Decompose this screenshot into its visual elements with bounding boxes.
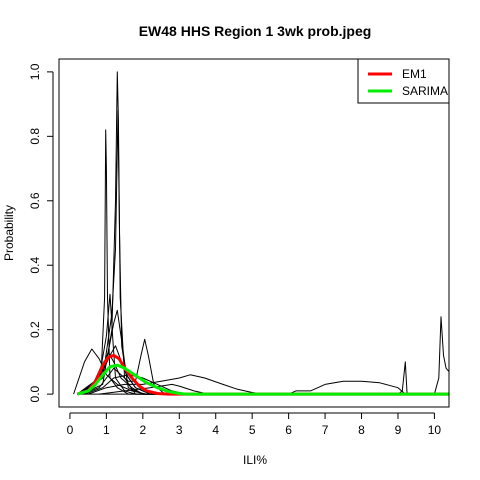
x-tick-label: 6 — [285, 423, 292, 437]
x-tick-label: 4 — [212, 423, 219, 437]
series-layer — [73, 71, 450, 396]
y-tick-label: 0.6 — [28, 192, 42, 209]
x-tick-label: 1 — [103, 423, 110, 437]
x-axis-label: ILI% — [243, 453, 267, 467]
y-tick-label: 0.0 — [28, 385, 42, 402]
series-line-sarima — [76, 363, 449, 396]
y-tick-label: 1.0 — [28, 63, 42, 80]
x-tick-label: 10 — [428, 423, 442, 437]
series-line-9 — [88, 374, 449, 395]
x-tick-label: 2 — [139, 423, 146, 437]
legend-box — [357, 58, 450, 104]
plot-frame — [58, 58, 450, 408]
series-line-em1 — [76, 353, 449, 396]
legend: EM1 SARIMA — [357, 58, 450, 104]
x-tick-label: 7 — [322, 423, 329, 437]
series-line-13 — [433, 316, 450, 395]
x-tick-label: 8 — [358, 423, 365, 437]
x-tick-label: 3 — [176, 423, 183, 437]
chart-title: EW48 HHS Region 1 3wk prob.jpeg — [139, 23, 372, 39]
y-axis-label: Probability — [2, 205, 16, 261]
legend-label-em1: EM1 — [402, 67, 427, 81]
x-tick-label: 0 — [67, 423, 74, 437]
y-tick-label: 0.8 — [28, 128, 42, 145]
y-tick-label: 0.2 — [28, 321, 42, 338]
y-axis: 0.0 0.2 0.4 0.6 0.8 1.0 — [28, 63, 54, 402]
legend-label-sarima: SARIMA — [402, 84, 448, 98]
y-tick-label: 0.4 — [28, 257, 42, 274]
x-tick-label: 9 — [395, 423, 402, 437]
series-line-5 — [80, 110, 449, 395]
x-axis: 0 1 2 3 4 5 6 7 8 9 10 — [67, 412, 442, 437]
x-tick-label: 5 — [249, 423, 256, 437]
